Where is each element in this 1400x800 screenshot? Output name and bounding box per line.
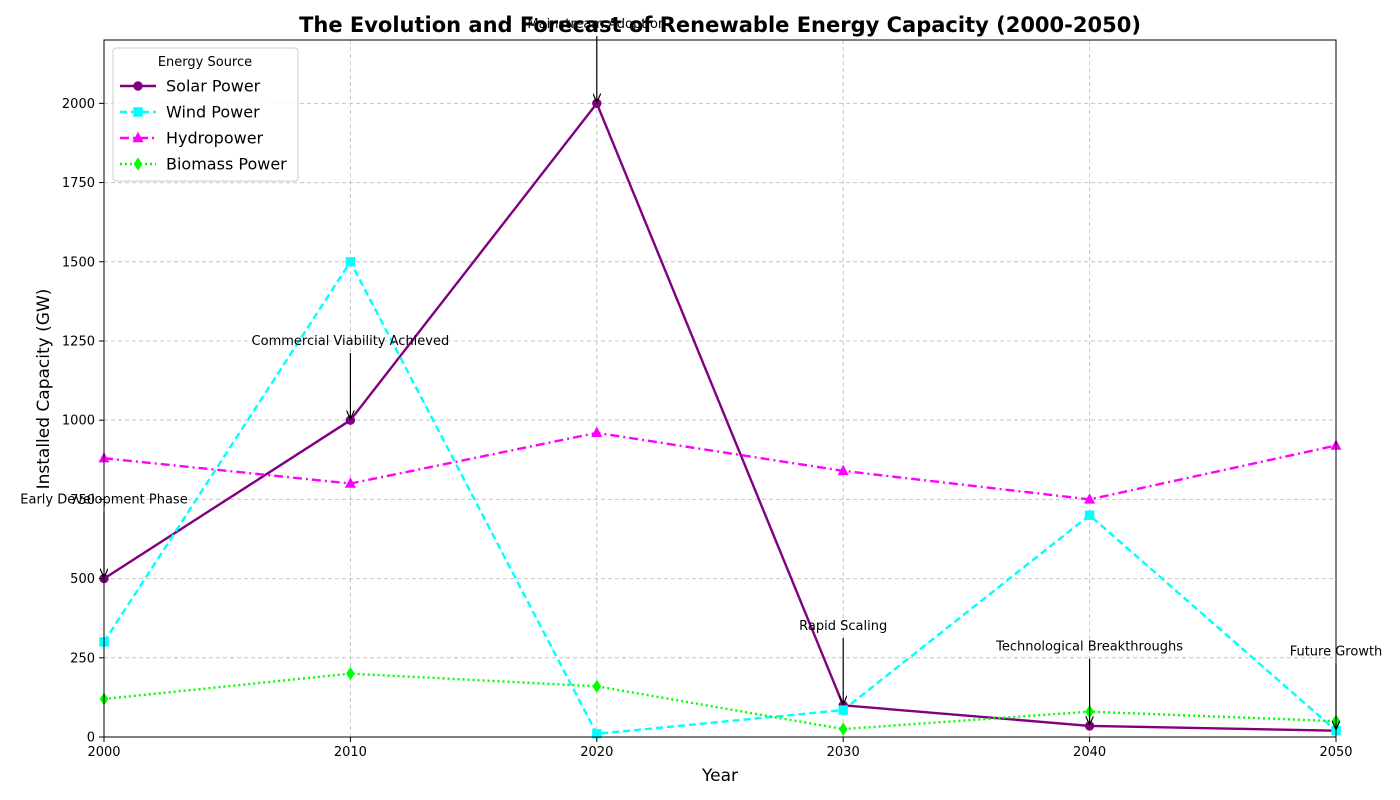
annotation-label: Rapid Scaling [799,619,887,634]
x-tick-label: 2000 [87,745,120,760]
hydropower-point [837,464,849,476]
legend-label: Wind Power [166,103,260,122]
y-tick-label: 1250 [62,334,95,349]
legend-item-solar-power: Solar Power [120,77,261,96]
biomass-power-point [592,679,602,693]
y-tick-label: 750 [70,493,95,508]
plot-frame [103,39,1337,738]
legend-label: Solar Power [166,77,261,96]
legend-label: Biomass Power [166,155,287,174]
legend-swatch-marker [133,81,143,91]
legend-title: Energy Source [158,55,252,70]
annotation-label: Early Development Phase [20,492,187,507]
legend-item-wind-power: Wind Power [120,103,260,122]
hydropower-line [103,431,1337,501]
wind-power-point [345,257,356,267]
x-tick-label: 2010 [334,745,367,760]
legend-swatch-marker [133,157,143,171]
y-tick-label: 500 [70,572,95,587]
biomass-power-line [103,672,1337,731]
x-tick-label: 2030 [827,745,860,760]
biomass-power-series [99,667,1341,736]
hydropower-point [344,477,356,488]
annotation: Commercial Viability Achieved [252,334,450,419]
annotation-label: Future Growth [1290,644,1383,659]
y-tick-label: 0 [87,731,95,746]
hydropower-point [1084,493,1096,504]
legend-items: Solar Power Wind Power Hydropower Biomass P… [120,77,287,174]
y-tick-label: 1000 [62,414,95,429]
annotation: Mainstream Adoption [527,17,666,102]
annotation: Technological Breakthroughs [995,640,1183,725]
wind-power-series [99,257,1341,739]
annotation: Early Development Phase [20,492,188,577]
x-axis-label: Year [701,766,738,786]
legend-item-hydropower: Hydropower [120,129,264,148]
chart-title: The Evolution and Forecast of Renewable … [299,13,1141,37]
legend-swatch-marker [133,107,143,117]
x-tick-label: 2040 [1073,745,1106,760]
legend-item-biomass-power: Biomass Power [120,155,287,174]
legend: Energy Source Solar Power Wind Power Hydro… [112,47,299,182]
grid-lines [103,40,1337,738]
annotation-label: Technological Breakthroughs [995,640,1183,655]
solar-power-line [103,102,1337,732]
y-axis-label: Installed Capacity (GW) [34,289,54,490]
legend-label: Hydropower [166,129,264,148]
annotation-label: Commercial Viability Achieved [252,334,450,349]
annotation: Future Growth [1290,644,1383,729]
wind-power-point [838,705,848,715]
y-tick-label: 1500 [62,255,95,270]
legend-swatch-marker [132,131,144,143]
y-tick-label: 250 [70,651,95,666]
wind-power-point [1084,510,1095,520]
hydropower-point [591,426,603,438]
wind-power-line [102,260,1337,736]
biomass-power-point [838,722,848,736]
biomass-power-point [346,667,355,681]
axis-ticks: 2000 2010 2020 2030 2040 2050 0 250 500 750 1000 12… [62,97,1353,760]
x-tick-label: 2020 [580,745,613,760]
legend-box [112,47,299,182]
annotation: Rapid Scaling [799,619,887,704]
y-tick-label: 1750 [62,176,95,191]
y-tick-label: 2000 [62,97,95,112]
annotation-label: Mainstream Adoption [527,17,666,32]
x-tick-label: 2050 [1319,745,1352,760]
annotations: Early Development Phase Commercial Viabil… [20,17,1382,730]
hydropower-series [98,426,1342,504]
